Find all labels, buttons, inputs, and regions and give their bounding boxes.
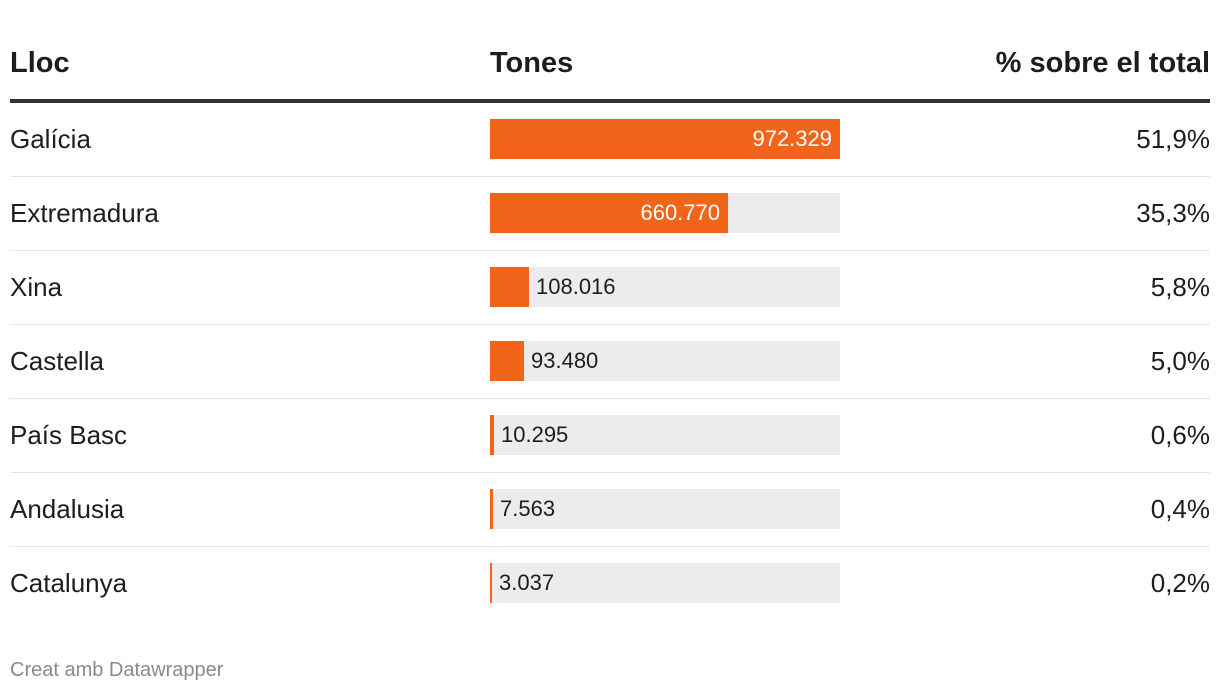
bar-track: 10.295 [490, 415, 840, 455]
bar[interactable] [490, 489, 493, 529]
table-row: País Basc 10.295 0,6% [10, 399, 1210, 473]
table-row: Catalunya 3.037 0,2% [10, 547, 1210, 620]
table-header: Lloc Tones % sobre el total [10, 0, 1210, 103]
cell-place: Extremadura [10, 198, 159, 228]
cell-place: Galícia [10, 124, 91, 154]
bar-track: 660.770 [490, 193, 840, 233]
bar[interactable] [490, 119, 840, 159]
bar[interactable] [490, 193, 728, 233]
data-table: Lloc Tones % sobre el total Galícia 972.3… [10, 0, 1210, 620]
cell-percent: 35,3% [1136, 198, 1210, 228]
cell-place: Xina [10, 272, 63, 302]
bar-value-label: 972.329 [752, 126, 832, 151]
footer-credit[interactable]: Creat amb Datawrapper [10, 659, 224, 681]
bar[interactable] [490, 563, 492, 603]
table-row: Xina 108.016 5,8% [10, 251, 1210, 325]
bar-value-label: 660.770 [640, 200, 720, 225]
bar-value-label: 3.037 [499, 570, 555, 595]
bar[interactable] [490, 415, 494, 455]
bar-track: 108.016 [490, 267, 840, 307]
cell-percent: 5,0% [1150, 346, 1210, 376]
table-row: Castella 93.480 5,0% [10, 325, 1210, 399]
table-row: Andalusia 7.563 0,4% [10, 473, 1210, 547]
cell-place: Castella [10, 346, 104, 376]
table-body: Galícia 972.329 51,9% Extremadura 660.770 35,… [10, 103, 1210, 620]
bar-track: 7.563 [490, 489, 840, 529]
column-header-place[interactable]: Lloc [10, 47, 70, 79]
bar-value-label: 7.563 [500, 496, 556, 521]
cell-percent: 0,4% [1150, 494, 1210, 524]
bar-value-label: 93.480 [531, 348, 599, 373]
bar[interactable] [490, 341, 524, 381]
cell-place: Catalunya [10, 568, 128, 598]
cell-percent: 51,9% [1136, 124, 1210, 154]
bar-value-label: 108.016 [536, 274, 616, 299]
bar-value-label: 10.295 [501, 422, 569, 447]
cell-place: País Basc [10, 420, 128, 450]
table-row: Galícia 972.329 51,9% [10, 103, 1210, 177]
column-header-percent[interactable]: % sobre el total [995, 47, 1210, 79]
cell-percent: 5,8% [1150, 272, 1210, 302]
table-row: Extremadura 660.770 35,3% [10, 177, 1210, 251]
bar-track: 93.480 [490, 341, 840, 381]
cell-percent: 0,2% [1150, 568, 1210, 598]
cell-percent: 0,6% [1150, 420, 1210, 450]
bar[interactable] [490, 267, 529, 307]
bar-track: 3.037 [490, 563, 840, 603]
column-header-tones[interactable]: Tones [490, 47, 574, 79]
bar-track: 972.329 [490, 119, 840, 159]
cell-place: Andalusia [10, 494, 125, 524]
